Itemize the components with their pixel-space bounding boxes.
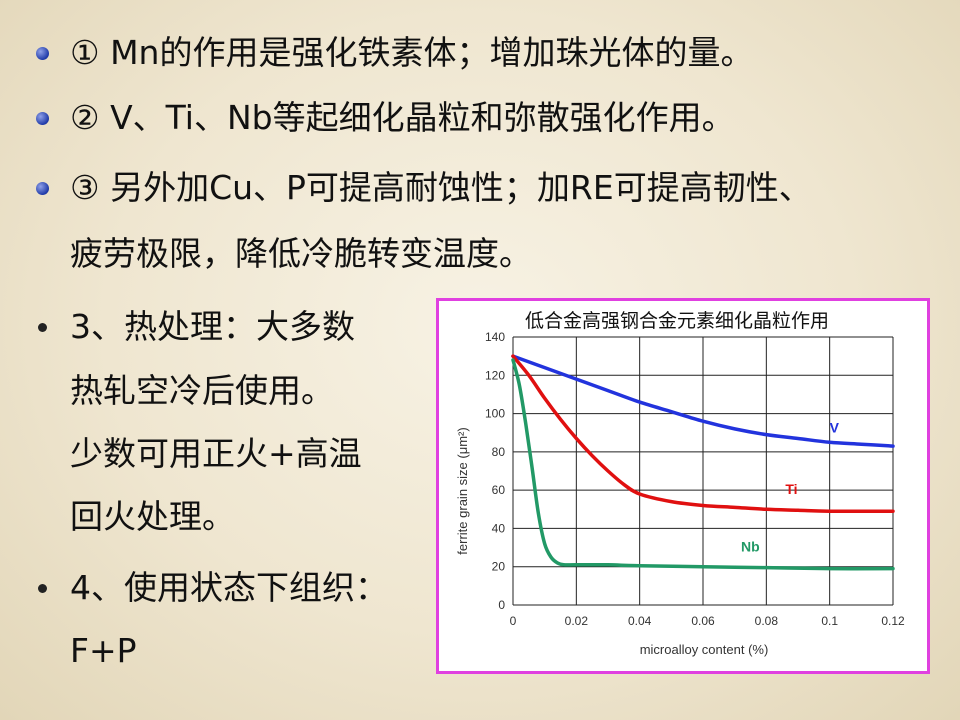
chart-title: 低合金高强钢合金元素细化晶粒作用: [525, 310, 829, 332]
chart-series-labels: V Ti Nb: [741, 420, 840, 555]
section4-line1: 4、使用状态下组织：: [70, 568, 388, 607]
series-line-ti: [511, 354, 895, 514]
bullet-marker-2: [36, 112, 49, 125]
grain-size-chart-frame: 低合金高强钢合金元素细化晶粒作用 ferrite grain size (μm²…: [436, 298, 930, 674]
x-tick-label: 0.04: [628, 614, 652, 628]
series-label-nb: Nb: [741, 538, 760, 554]
bullet-text-2: ② V、Ti、Nb等起细化晶粒和弥散强化作用。: [70, 98, 735, 137]
x-tick-label: 0.06: [691, 614, 715, 628]
y-tick-label: 120: [485, 368, 505, 382]
series-label-v: V: [830, 420, 840, 436]
bullet-text-3-line1: ③ 另外加Cu、P可提高耐蚀性；加RE可提高韧性、: [70, 168, 812, 207]
x-tick-label: 0.08: [755, 614, 779, 628]
y-tick-label: 0: [498, 598, 505, 612]
section4-line2: F+P: [70, 631, 137, 670]
series-line-nb: [511, 358, 895, 571]
y-tick-label: 140: [485, 330, 505, 344]
y-tick-label: 40: [492, 521, 506, 535]
y-tick-label: 20: [492, 560, 506, 574]
x-tick-label: 0.12: [881, 614, 905, 628]
section3-line4: 回火处理。: [70, 497, 235, 536]
section3-line1: 3、热处理：大多数: [70, 307, 355, 346]
bullet-marker-3: [36, 182, 49, 195]
x-tick-label: 0.02: [565, 614, 589, 628]
section3-line3: 少数可用正火+高温: [70, 434, 362, 473]
chart-ticks: 0 20 40 60 80 100 120 140 0 0.02 0.04 0.06 0.08 0.1 0.…: [485, 330, 905, 628]
bullet-marker-section3: [38, 323, 47, 332]
y-tick-label: 80: [492, 445, 506, 459]
chart-xlabel: microalloy content (%): [640, 642, 769, 657]
y-tick-label: 100: [485, 407, 505, 421]
bullet-text-3-line2: 疲劳极限，降低冷脆转变温度。: [70, 234, 532, 273]
bullet-marker-section4: [38, 584, 47, 593]
x-tick-label: 0.1: [821, 614, 838, 628]
chart-series: [511, 354, 895, 571]
bullet-marker-1: [36, 47, 49, 60]
bullet-text-1: ① Mn的作用是强化铁素体；增加珠光体的量。: [70, 33, 754, 72]
series-line-v: [511, 354, 895, 448]
chart-ylabel: ferrite grain size (μm²): [455, 427, 470, 554]
x-tick-label: 0: [510, 614, 517, 628]
section3-line2: 热轧空冷后使用。: [70, 371, 334, 410]
y-tick-label: 60: [492, 483, 506, 497]
chart-grid: [512, 336, 894, 606]
series-label-ti: Ti: [785, 481, 797, 497]
grain-size-chart: 低合金高强钢合金元素细化晶粒作用 ferrite grain size (μm²…: [455, 310, 905, 657]
